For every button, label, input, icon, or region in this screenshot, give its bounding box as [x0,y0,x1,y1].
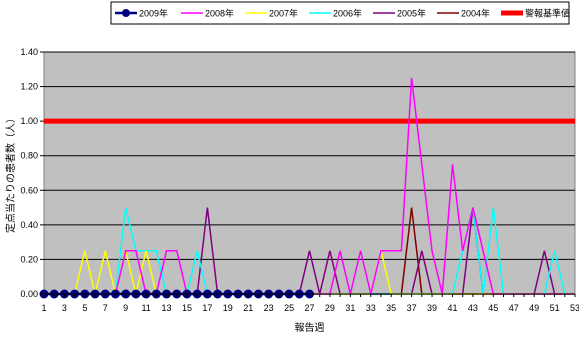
legend-label: 2007年 [269,8,298,19]
x-tick-label: 49 [529,303,539,313]
x-tick-label: 37 [407,303,417,313]
x-tick-label: 19 [223,303,233,313]
x-tick-label: 33 [366,303,376,313]
x-tick-label: 29 [325,303,335,313]
y-tick-label: 1.40 [20,47,38,57]
x-tick-label: 7 [103,303,108,313]
legend: 2009年 2008年 2007年 2006年 2005年 2004年 警報基準値 [110,1,570,25]
legend-label: 2004年 [461,8,490,19]
x-tick-label: 21 [243,303,253,313]
legend-box [110,1,570,25]
y-axis-label: 定点当たりの患者数（人） [4,113,17,233]
x-tick-label: 13 [162,303,172,313]
x-tick-label: 3 [62,303,67,313]
y-axis-ticks: 0.00 0.20 0.40 0.60 0.80 1.00 1.20 1.40 [20,47,44,299]
x-axis-ticks: 1 3 5 7 9 11 13 15 17 19 21 23 25 27 29 31 33 35 37 39 41 43 4… [41,293,579,313]
x-tick-label: 43 [468,303,478,313]
y-tick-label: 0.80 [20,151,38,161]
x-tick-label: 27 [304,303,314,313]
legend-label: 2005年 [397,8,426,19]
x-tick-label: 31 [345,303,355,313]
y-tick-label: 0.60 [20,185,38,195]
x-tick-label: 9 [123,303,128,313]
gridlines [44,51,575,260]
y-tick-label: 1.00 [20,116,38,126]
y-tick-label: 0.20 [20,254,38,264]
x-tick-label: 1 [41,303,46,313]
x-tick-label: 41 [447,303,457,313]
legend-label: 2009年 [139,8,168,19]
legend-label: 2006年 [333,8,362,19]
legend-label: 2008年 [205,8,234,19]
x-tick-label: 39 [427,303,437,313]
legend-label: 警報基準値 [525,8,570,19]
x-tick-label: 17 [202,303,212,313]
y-tick-label: 0.00 [20,289,38,299]
x-tick-label: 51 [550,303,560,313]
x-tick-label: 15 [182,303,192,313]
x-tick-label: 47 [509,303,519,313]
y-tick-label: 1.20 [20,82,38,92]
x-tick-label: 53 [570,303,579,313]
x-tick-label: 11 [141,303,150,313]
y-tick-label: 0.40 [20,220,38,230]
x-axis-label: 報告週 [295,321,325,334]
x-tick-label: 23 [264,303,274,313]
x-tick-label: 45 [488,303,498,313]
x-tick-label: 35 [386,303,396,313]
x-tick-label: 5 [82,303,87,313]
legend-marker [122,9,130,17]
x-tick-label: 25 [284,303,294,313]
